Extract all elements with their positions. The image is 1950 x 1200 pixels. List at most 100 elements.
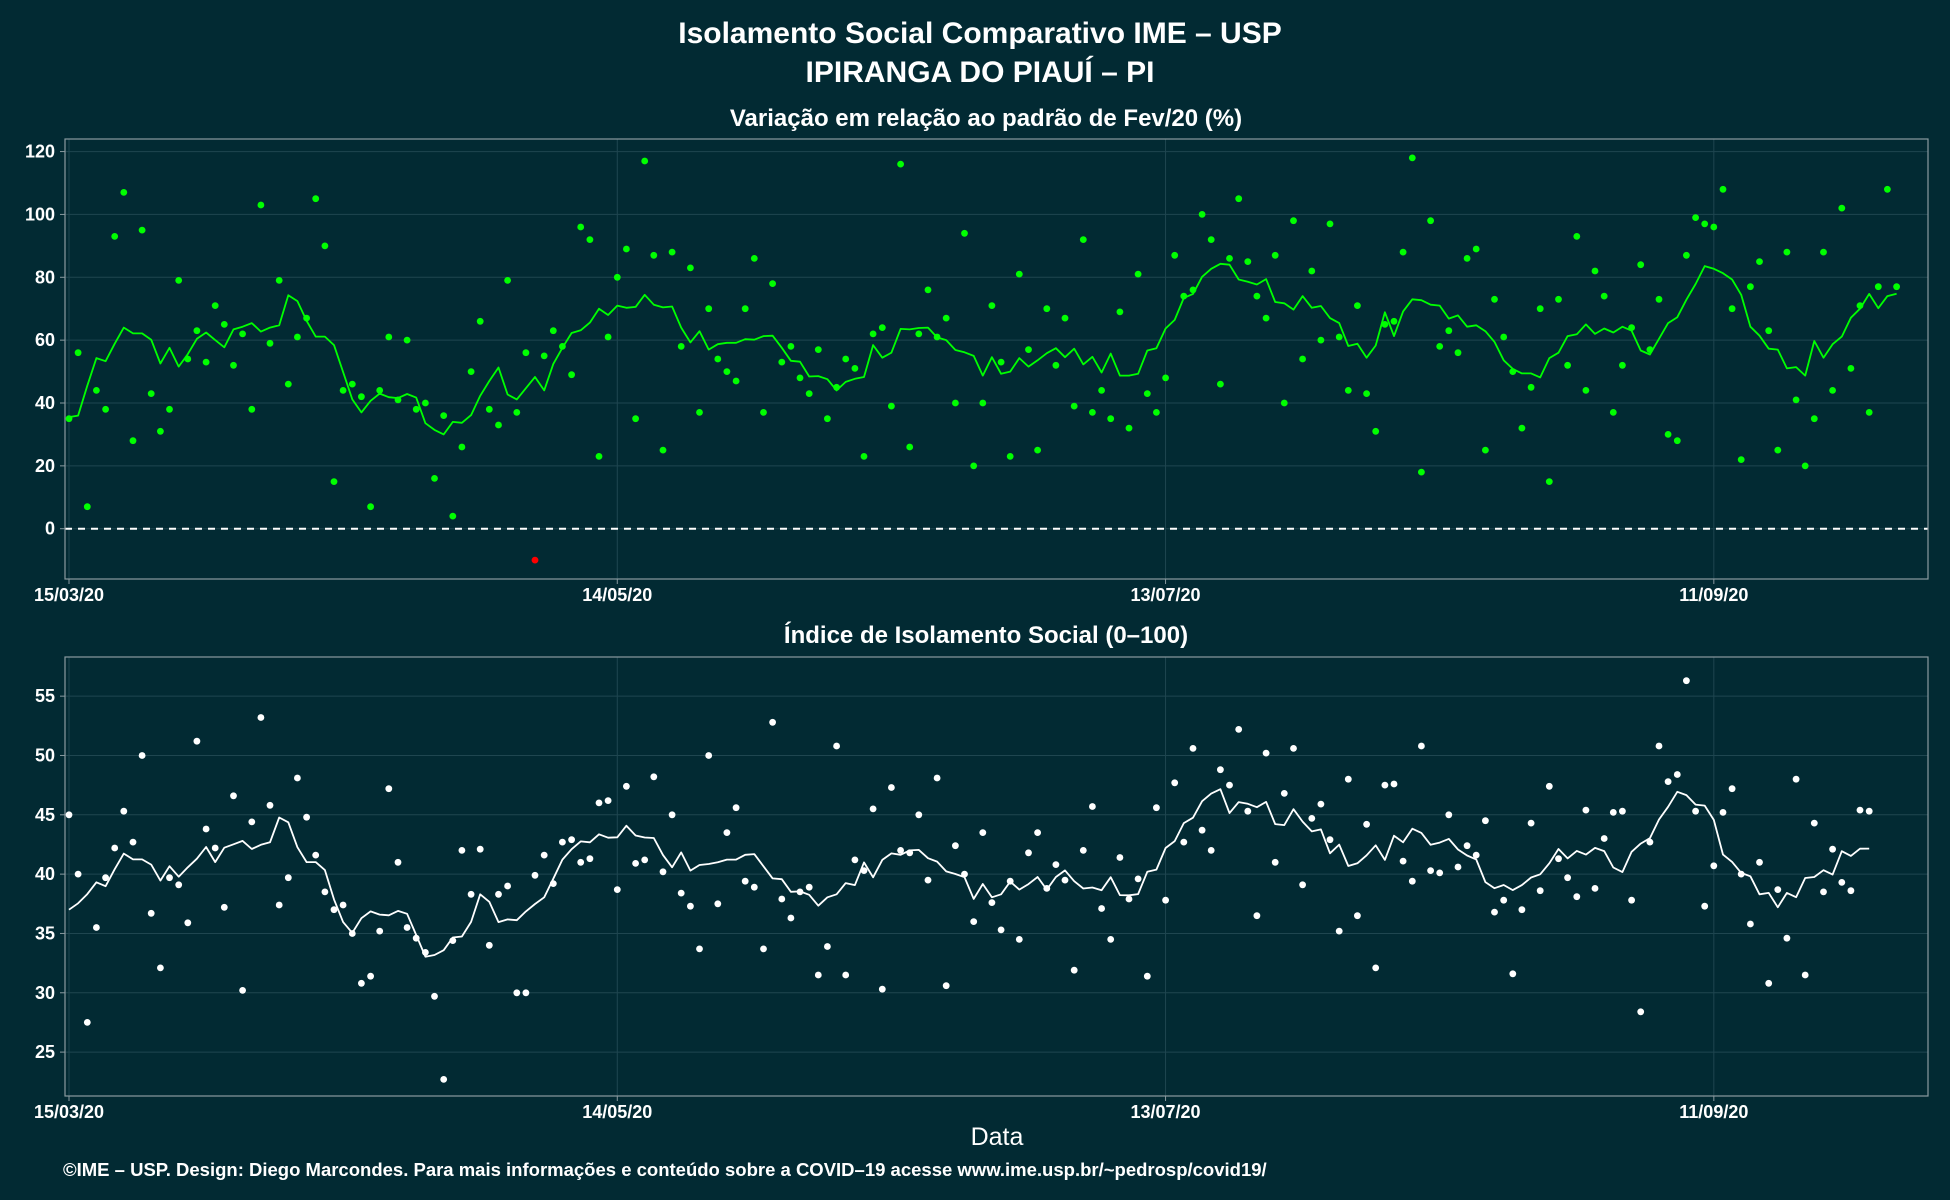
data-point <box>1262 749 1270 757</box>
data-point <box>102 874 109 882</box>
data-point <box>924 876 932 884</box>
data-point <box>696 409 703 416</box>
data-point <box>869 330 877 338</box>
data-point <box>1143 390 1151 397</box>
data-point <box>1116 854 1124 861</box>
data-point <box>138 226 146 234</box>
data-point <box>83 1019 91 1026</box>
data-point <box>778 895 786 903</box>
data-point <box>1290 745 1297 752</box>
data-point <box>750 255 758 262</box>
x-tick-label: 11/09/20 <box>1679 1102 1748 1122</box>
data-point <box>952 842 959 850</box>
data-point <box>1518 424 1526 432</box>
data-point <box>623 245 630 253</box>
data-point <box>1600 292 1608 300</box>
data-point <box>1655 295 1663 303</box>
data-point <box>1217 380 1224 388</box>
data-point <box>1034 829 1041 836</box>
data-point <box>1070 402 1078 410</box>
data-point <box>120 189 128 196</box>
data-point <box>833 383 840 391</box>
data-point <box>504 277 511 284</box>
data-point <box>513 409 521 416</box>
data-point <box>1829 845 1836 853</box>
data-point <box>312 851 320 859</box>
data-point <box>1774 886 1782 893</box>
data-point <box>1098 905 1105 912</box>
data-point <box>1792 396 1800 404</box>
data-point <box>1363 820 1370 828</box>
data-point <box>641 157 649 165</box>
x-tick-label: 14/05/20 <box>582 1102 652 1122</box>
data-point <box>851 856 859 864</box>
data-point <box>1801 462 1809 470</box>
data-point <box>1171 251 1179 259</box>
data-point <box>1399 248 1407 256</box>
data-point <box>266 339 274 347</box>
data-point <box>1025 849 1032 857</box>
index-chart-title: Índice de Isolamento Social (0–100) <box>784 621 1188 649</box>
data-point <box>1728 785 1736 793</box>
data-point <box>750 883 758 891</box>
data-point <box>1226 255 1233 262</box>
data-point <box>1810 819 1818 827</box>
data-point <box>1628 324 1635 331</box>
data-point <box>696 945 703 953</box>
data-point <box>705 752 713 759</box>
data-point <box>1591 267 1599 275</box>
data-point <box>760 945 767 953</box>
data-point <box>1701 220 1709 228</box>
index-chart: 25 30 35 40 45 50 55 15/03/20 14/05/20 13/07/20 11… <box>34 656 1929 1122</box>
data-point <box>1335 333 1343 341</box>
data-point <box>705 305 713 313</box>
data-point <box>824 415 831 423</box>
data-point <box>1737 870 1745 878</box>
data-point <box>403 924 411 931</box>
data-point <box>860 867 868 874</box>
y-tick-label: 45 <box>35 805 55 825</box>
data-point <box>440 1076 448 1083</box>
data-point <box>1509 970 1517 978</box>
data-point <box>531 871 539 879</box>
data-point <box>851 365 859 372</box>
data-point <box>1299 355 1306 363</box>
y-tick-label: 20 <box>35 456 55 476</box>
data-point <box>1354 302 1361 309</box>
x-axis-label: Data <box>971 1123 1024 1151</box>
data-point <box>1564 361 1571 369</box>
data-point <box>961 229 968 237</box>
data-point <box>1116 308 1124 316</box>
data-point <box>303 314 310 322</box>
data-point <box>531 556 539 564</box>
data-point <box>1536 887 1544 895</box>
data-point <box>376 387 384 394</box>
data-point <box>1509 368 1517 375</box>
data-point <box>166 874 173 882</box>
data-point <box>769 718 776 726</box>
data-point <box>595 799 603 807</box>
data-point <box>1271 858 1279 866</box>
data-point <box>942 982 950 990</box>
data-point <box>1098 387 1105 394</box>
data-point <box>1664 431 1672 438</box>
data-point <box>284 874 292 882</box>
data-point <box>1445 327 1453 335</box>
data-point <box>668 811 676 819</box>
data-point <box>723 368 731 375</box>
data-point <box>1089 803 1096 810</box>
data-point <box>878 985 886 993</box>
data-point <box>878 324 886 331</box>
data-point <box>1317 800 1325 808</box>
data-point <box>1555 295 1562 303</box>
data-point <box>1070 966 1078 974</box>
data-point <box>549 880 557 887</box>
data-point <box>193 327 201 335</box>
data-point <box>1134 270 1142 278</box>
data-point <box>623 782 630 790</box>
data-point <box>495 421 502 429</box>
data-point <box>1536 305 1544 313</box>
data-point <box>476 317 484 325</box>
data-point <box>403 336 411 344</box>
